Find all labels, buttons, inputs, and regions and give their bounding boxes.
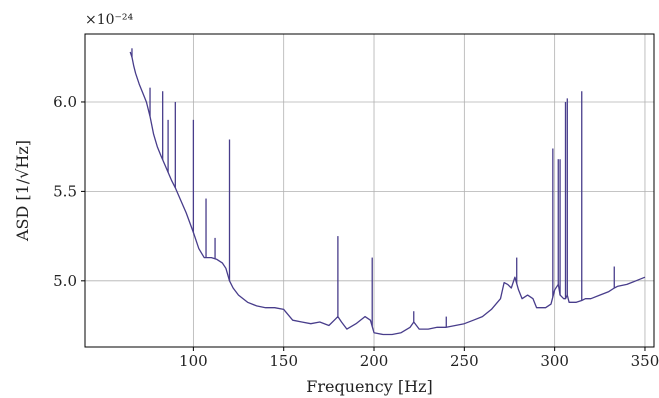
y-tick-label: 6.0: [53, 93, 77, 111]
x-tick-label: 200: [360, 352, 389, 370]
plot-area: [129, 48, 646, 336]
x-tick-label: 100: [179, 352, 208, 370]
ticks: 100 150 200 250 300 350 5.0 5.5 6.0: [53, 93, 659, 370]
x-tick-label: 350: [631, 352, 659, 370]
y-tick-label: 5.5: [53, 182, 77, 200]
x-axis-label: Frequency [Hz]: [306, 377, 433, 396]
y-multiplier-label: ×10⁻²⁴: [85, 12, 134, 28]
y-axis-label: ASD [1/√Hz]: [13, 140, 32, 242]
x-tick-label: 250: [450, 352, 479, 370]
axes-frame: [84, 33, 655, 348]
asd-series-line: [129, 51, 646, 336]
y-tick-label: 5.0: [53, 272, 77, 290]
x-tick-label: 150: [269, 352, 298, 370]
x-tick-label: 300: [540, 352, 569, 370]
grid: [85, 34, 654, 347]
